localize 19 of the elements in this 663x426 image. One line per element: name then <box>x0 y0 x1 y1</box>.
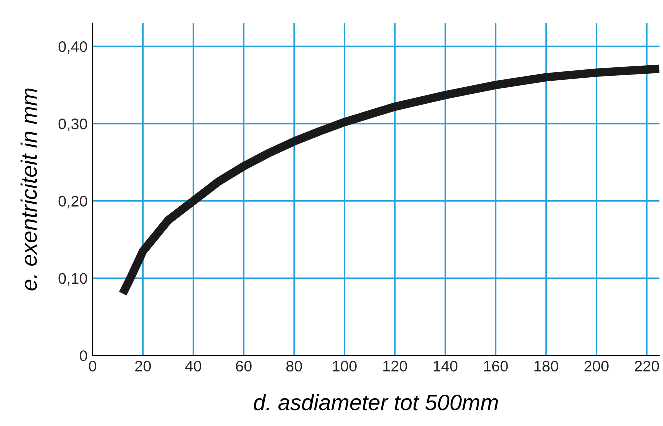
x-tick-label: 60 <box>236 360 252 372</box>
x-tick-label: 120 <box>384 360 408 372</box>
x-tick-label: 140 <box>434 360 458 372</box>
x-tick-label: 220 <box>635 360 660 372</box>
y-tick-label: 0,40 <box>58 41 88 54</box>
x-tick-label: 200 <box>584 360 609 372</box>
y-axis-title: e. exentriciteit in mm <box>20 88 38 291</box>
x-tick-label: 180 <box>534 360 558 372</box>
x-tick-label: 20 <box>135 360 152 372</box>
y-tick-label: 0,20 <box>58 196 88 209</box>
x-axis-title: d. asdiameter tot 500mm <box>254 394 498 411</box>
y-tick-label: 0 <box>80 350 88 362</box>
y-tick-label: 0,10 <box>58 273 88 286</box>
x-tick-label: 100 <box>333 360 357 372</box>
x-tick-label: 80 <box>286 360 302 372</box>
x-tick-label: 160 <box>484 360 508 372</box>
x-tick-label: 40 <box>185 360 202 372</box>
x-tick-label: 0 <box>89 360 96 372</box>
y-tick-label: 0,30 <box>58 118 88 132</box>
